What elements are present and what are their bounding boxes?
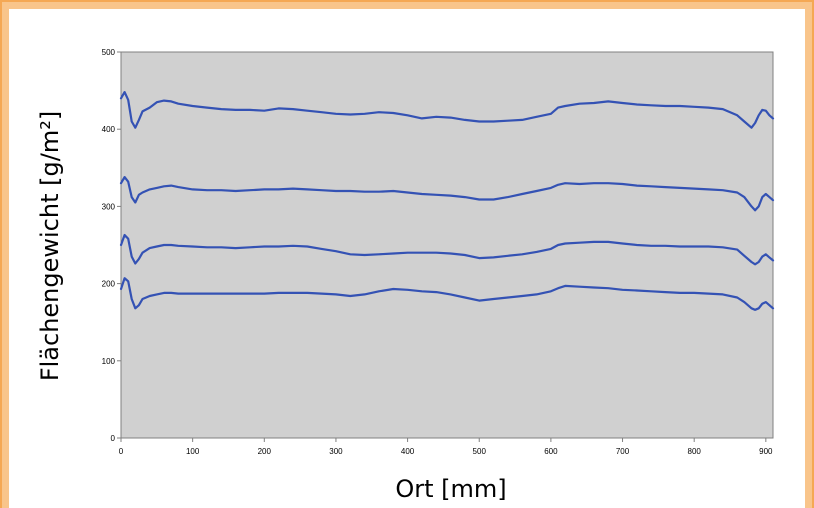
x-tick-label: 800 bbox=[688, 447, 702, 456]
x-axis: 0 100 200 300 400 500 600 700 800 900 bbox=[119, 438, 773, 456]
frame-edge-top bbox=[0, 0, 814, 2]
frame-edge-right bbox=[812, 0, 814, 508]
x-tick-label: 500 bbox=[473, 447, 487, 456]
y-tick-label: 0 bbox=[111, 434, 116, 443]
y-axis: 0 100 200 300 400 500 bbox=[102, 48, 121, 443]
x-axis-title: Ort [mm] bbox=[395, 475, 506, 503]
x-tick-label: 900 bbox=[759, 447, 773, 456]
y-tick-label: 500 bbox=[102, 48, 116, 57]
y-tick-label: 100 bbox=[102, 357, 116, 366]
series-group bbox=[119, 90, 775, 311]
x-tick-label: 100 bbox=[186, 447, 200, 456]
x-tick-label: 300 bbox=[329, 447, 343, 456]
frame-edge-left bbox=[0, 0, 2, 508]
y-tick-label: 300 bbox=[102, 202, 116, 211]
series-line-3 bbox=[119, 233, 775, 266]
y-axis-title: Flächengewicht [g/m²] bbox=[36, 111, 64, 381]
y-tick-label: 400 bbox=[102, 125, 116, 134]
x-tick-label: 400 bbox=[401, 447, 415, 456]
series-line-1 bbox=[119, 90, 775, 129]
series-line-2 bbox=[119, 176, 775, 212]
x-tick-label: 600 bbox=[544, 447, 558, 456]
series-line-4 bbox=[119, 277, 775, 311]
x-tick-label: 200 bbox=[258, 447, 272, 456]
x-tick-label: 0 bbox=[119, 447, 124, 456]
y-tick-label: 200 bbox=[102, 280, 116, 289]
x-tick-label: 700 bbox=[616, 447, 630, 456]
